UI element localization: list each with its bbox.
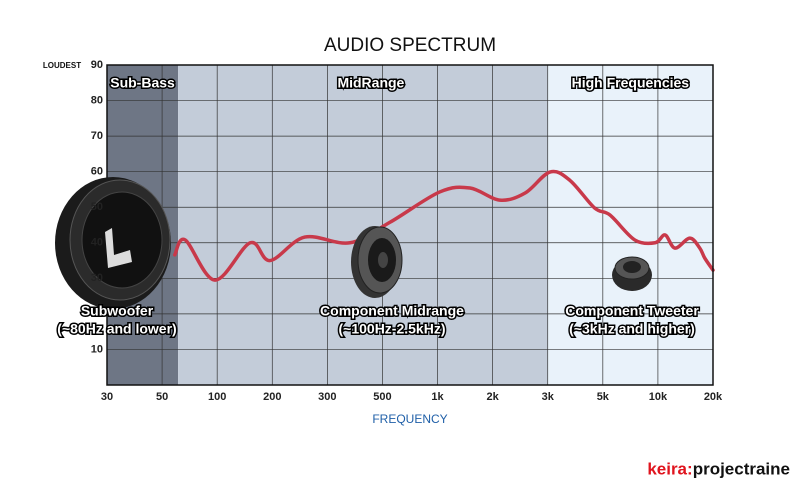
x-tick-label: 20k (704, 391, 723, 403)
speaker-label: Subwoofer (81, 303, 154, 319)
x-tick-label: 2k (487, 391, 500, 403)
y-axis-label: LOUDEST (43, 61, 81, 70)
region-label: High Frequencies (572, 75, 690, 91)
response-line (173, 169, 715, 282)
y-tick-label: 50 (91, 201, 103, 213)
speaker-label: (~3kHz and higher) (569, 321, 695, 337)
x-tick-label: 300 (318, 391, 336, 403)
x-tick-label: 500 (373, 391, 391, 403)
region (178, 65, 548, 385)
subwoofer-icon (55, 177, 171, 309)
lines (173, 169, 715, 282)
midrange-icon (351, 226, 403, 298)
speaker-label: (~80Hz and lower) (57, 321, 176, 337)
region-label: MidRange (337, 75, 404, 91)
x-tick-label: 3k (542, 391, 555, 403)
x-tick-label: 100 (208, 391, 226, 403)
x-axis-label: FREQUENCY (372, 412, 447, 426)
x-tick-label: 200 (263, 391, 281, 403)
grid (106, 64, 714, 385)
y-tick-label: 10 (91, 343, 103, 355)
region (547, 65, 713, 385)
x-tick-label: 1k (431, 391, 444, 403)
brand-prefix: keira: (647, 459, 692, 478)
y-tick-label: 40 (91, 237, 103, 249)
regions (107, 65, 713, 385)
y-tick-label: 80 (91, 94, 103, 106)
y-tick-label: 30 (91, 272, 103, 284)
x-tick-label: 5k (597, 391, 610, 403)
y-tick-label: 60 (91, 166, 103, 178)
y-tick-label: 90 (91, 59, 103, 71)
tweeter-icon (612, 256, 652, 291)
y-tick-label: 20 (91, 308, 103, 320)
region-label: Sub-Bass (110, 75, 175, 91)
chart-title: AUDIO SPECTRUM (324, 35, 496, 56)
brand-name: projectraine (693, 459, 790, 478)
speaker-label: Component Midrange (320, 303, 464, 319)
speaker-label: Component Tweeter (565, 303, 699, 319)
y-tick-label: 70 (91, 130, 103, 142)
foreground: Sub-Bass MidRange High Frequencies 10 20 30 40… (56, 59, 723, 403)
x-tick-label: 50 (156, 391, 168, 403)
speaker-label: (~100Hz-2.5kHz) (339, 321, 446, 337)
x-tick-label: 30 (101, 391, 113, 403)
x-tick-label: 10k (649, 391, 668, 403)
